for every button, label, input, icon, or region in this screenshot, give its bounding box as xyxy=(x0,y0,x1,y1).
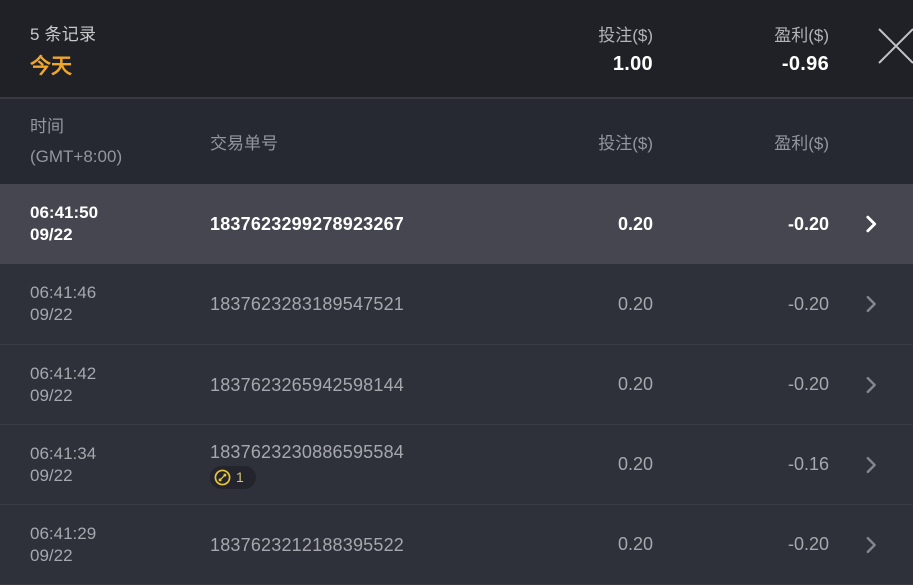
row-time-cell: 06:41:34 09/22 xyxy=(0,443,210,487)
row-bet-amount: 0.20 xyxy=(617,454,653,474)
summary-bet-label: 投注($) xyxy=(598,26,653,45)
row-transaction-cell: 1837623212188395522 xyxy=(210,534,520,556)
row-transaction-id: 1837623265942598144 xyxy=(210,374,405,395)
row-time-cell: 06:41:50 09/22 xyxy=(0,202,210,246)
row-time: 06:41:50 xyxy=(30,203,99,222)
badge-count: 1 xyxy=(236,469,244,485)
chevron-right-icon[interactable] xyxy=(860,374,882,396)
row-date: 09/22 xyxy=(30,545,73,565)
bonus-badge: 1 xyxy=(210,465,256,489)
table-row[interactable]: 06:41:34 09/22 1837623230886595584 1 0.2… xyxy=(0,424,913,504)
table-row[interactable]: 06:41:50 09/22 1837623299278923267 0.20 … xyxy=(0,184,913,264)
row-bet-amount: 0.20 xyxy=(617,213,653,234)
column-header-time: 时间 (GMT+8:00) xyxy=(0,112,210,172)
row-transaction-id: 1837623283189547521 xyxy=(210,294,405,314)
row-profit-amount: -0.16 xyxy=(787,454,829,474)
row-transaction-cell: 1837623230886595584 1 xyxy=(210,441,520,489)
row-time-cell: 06:41:42 09/22 xyxy=(0,363,210,407)
row-date: 09/22 xyxy=(30,465,73,485)
row-date: 09/22 xyxy=(30,225,73,244)
row-time-cell: 06:41:46 09/22 xyxy=(0,282,210,326)
summary-profit-label: 盈利($) xyxy=(774,26,829,45)
chevron-right-icon[interactable] xyxy=(860,454,882,476)
row-date: 09/22 xyxy=(30,305,73,324)
row-transaction-cell: 1837623299278923267 xyxy=(210,213,520,235)
row-bet-amount: 0.20 xyxy=(617,534,653,554)
summary-header: 5 条记录 今天 投注($) 1.00 盈利($) -0.96 xyxy=(0,0,913,97)
row-time: 06:41:46 xyxy=(30,283,97,302)
row-transaction-id: 1837623230886595584 xyxy=(210,441,405,462)
table-row[interactable]: 06:41:46 09/22 1837623283189547521 0.20 … xyxy=(0,264,913,344)
table-header-row: 时间 (GMT+8:00) 交易单号 投注($) 盈利($) xyxy=(0,97,913,184)
row-arrow-cell xyxy=(829,213,913,235)
table-row[interactable]: 06:41:29 09/22 1837623212188395522 0.20 … xyxy=(0,504,913,584)
time-header-line1: 时间 xyxy=(30,116,64,136)
row-profit-amount: -0.20 xyxy=(787,534,829,554)
period-today[interactable]: 今天 xyxy=(30,55,72,78)
close-button-area xyxy=(829,0,913,97)
summary-left: 5 条记录 今天 xyxy=(0,0,520,80)
chevron-right-icon[interactable] xyxy=(860,293,882,315)
row-arrow-cell xyxy=(829,454,913,476)
row-arrow-cell xyxy=(829,293,913,315)
column-header-profit: 盈利($) xyxy=(774,134,829,153)
row-bet-amount: 0.20 xyxy=(617,374,653,394)
row-transaction-id: 1837623299278923267 xyxy=(210,214,405,234)
column-header-transaction: 交易单号 xyxy=(210,134,278,153)
coin-link-icon xyxy=(214,469,231,485)
records-count: 5 条记录 xyxy=(30,25,97,44)
summary-bet-stat: 投注($) 1.00 xyxy=(520,0,653,76)
row-time-cell: 06:41:29 09/22 xyxy=(0,523,210,567)
summary-profit-value: -0.96 xyxy=(781,53,829,75)
row-profit-amount: -0.20 xyxy=(787,374,829,394)
time-header-line2: (GMT+8:00) xyxy=(30,146,123,166)
chevron-right-icon[interactable] xyxy=(860,213,882,235)
close-icon[interactable] xyxy=(876,26,913,66)
summary-bet-value: 1.00 xyxy=(612,53,653,75)
row-transaction-cell: 1837623283189547521 xyxy=(210,293,520,315)
row-profit-amount: -0.20 xyxy=(787,213,829,234)
row-arrow-cell xyxy=(829,374,913,396)
column-header-bet: 投注($) xyxy=(598,134,653,153)
row-transaction-id: 1837623212188395522 xyxy=(210,534,405,555)
row-date: 09/22 xyxy=(30,385,73,405)
row-transaction-cell: 1837623265942598144 xyxy=(210,374,520,396)
chevron-right-icon[interactable] xyxy=(860,534,882,556)
row-bet-amount: 0.20 xyxy=(617,293,653,314)
row-arrow-cell xyxy=(829,534,913,556)
row-time: 06:41:29 xyxy=(30,523,97,543)
row-time: 06:41:42 xyxy=(30,363,97,383)
row-profit-amount: -0.20 xyxy=(787,293,829,314)
row-time: 06:41:34 xyxy=(30,443,97,463)
table-row[interactable]: 06:41:42 09/22 1837623265942598144 0.20 … xyxy=(0,344,913,424)
summary-profit-stat: 盈利($) -0.96 xyxy=(653,0,829,76)
history-rows: 06:41:50 09/22 1837623299278923267 0.20 … xyxy=(0,184,913,584)
